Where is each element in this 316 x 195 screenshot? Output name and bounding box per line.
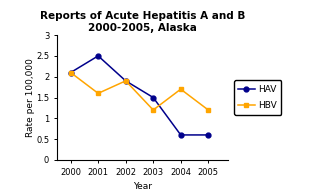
- HAV: [206, 134, 210, 136]
- HAV: [124, 80, 128, 82]
- HAV: [179, 134, 183, 136]
- Title: Reports of Acute Hepatitis A and B
2000-2005, Alaska: Reports of Acute Hepatitis A and B 2000-…: [40, 11, 245, 33]
- HBV: [69, 71, 73, 74]
- HAV: [151, 96, 155, 99]
- X-axis label: Year: Year: [133, 182, 152, 191]
- Line: HAV: HAV: [68, 53, 211, 137]
- HBV: [151, 109, 155, 111]
- HBV: [179, 88, 183, 90]
- Y-axis label: Rate per 100,000: Rate per 100,000: [26, 58, 35, 137]
- Line: HBV: HBV: [68, 70, 211, 112]
- Legend: HAV, HBV: HAV, HBV: [234, 80, 281, 115]
- HAV: [96, 55, 100, 57]
- HAV: [69, 71, 73, 74]
- HBV: [96, 92, 100, 95]
- HBV: [206, 109, 210, 111]
- HBV: [124, 80, 128, 82]
